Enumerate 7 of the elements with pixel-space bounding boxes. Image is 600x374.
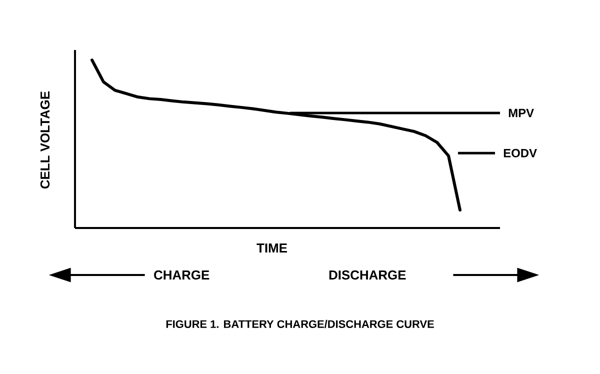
text: DISCHARGE xyxy=(329,270,406,280)
ref-line-label: EODV xyxy=(504,148,537,158)
text: FIGURE 1. BATTERY CHARGE/DISCHARGE CURVE xyxy=(166,320,434,328)
ref-line-label: MPV xyxy=(508,108,534,118)
text: CHARGE xyxy=(154,270,210,280)
x-axis-title: TIME xyxy=(256,244,287,252)
y-axis-title: CELL VOLTAGE xyxy=(40,91,50,189)
